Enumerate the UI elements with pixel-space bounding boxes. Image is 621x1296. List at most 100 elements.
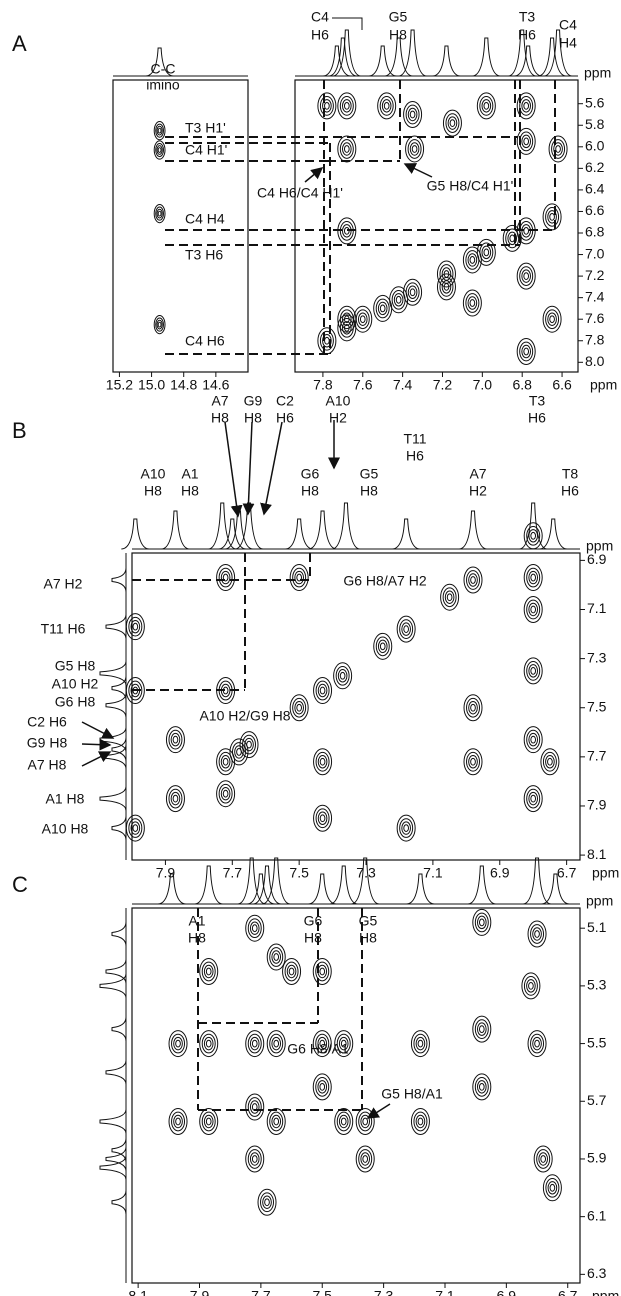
contour-ring <box>519 131 534 152</box>
contour-ring <box>168 1107 188 1135</box>
contour-ring <box>445 113 460 133</box>
x-tick-label: 7.9 <box>156 865 176 881</box>
cross-peak <box>312 957 332 985</box>
peak-label: C4 <box>311 9 329 25</box>
contour-ring <box>317 683 328 698</box>
cross-peak <box>245 914 265 942</box>
contour-ring <box>551 139 566 159</box>
cross-peak <box>355 1145 375 1173</box>
contour-ring <box>523 101 530 110</box>
contour-ring <box>507 231 518 246</box>
contour-ring <box>545 309 560 330</box>
cross-peak <box>289 564 309 592</box>
contour-ring <box>360 1152 371 1166</box>
cross-peak <box>410 1107 430 1135</box>
contour-ring <box>362 1117 369 1126</box>
imino-title: C-C <box>151 61 176 77</box>
contour-ring <box>415 1114 426 1129</box>
contour-ring <box>262 1195 272 1209</box>
cross-peak <box>153 140 166 160</box>
contour-ring <box>242 734 256 755</box>
peak-label: H6 <box>276 410 294 426</box>
annotation: A10 H2/G9 H8 <box>199 708 290 724</box>
contour-ring <box>234 745 244 759</box>
peak-label: T3 <box>529 393 546 409</box>
contour-ring <box>521 99 532 113</box>
contours <box>125 522 560 842</box>
contour-ring <box>220 786 231 801</box>
x-tick-label: 7.6 <box>353 377 373 393</box>
contour-ring <box>549 212 555 221</box>
contours <box>153 92 568 366</box>
contour-ring <box>443 282 450 291</box>
contour-ring <box>409 288 416 297</box>
contour-ring <box>528 664 539 678</box>
contour-ring <box>436 260 456 288</box>
x-tick-label: 6.7 <box>557 865 577 881</box>
spectrum-peak <box>514 45 543 77</box>
contour-ring <box>523 272 530 280</box>
peak-label: H4 <box>559 35 577 51</box>
y-tick-label: 5.9 <box>587 1150 607 1166</box>
contour-ring <box>403 278 423 306</box>
peak-label: T8 <box>562 466 579 482</box>
contour-ring <box>271 1114 282 1129</box>
cross-peak <box>542 305 562 333</box>
contour-ring <box>553 142 563 156</box>
peak-label: H6 <box>406 448 424 464</box>
contour-ring <box>547 757 553 766</box>
y-tick-label: 7.2 <box>585 267 605 283</box>
cross-peak <box>373 294 393 322</box>
spectrum-peak <box>331 502 361 550</box>
contour-ring <box>521 972 541 1000</box>
cross-peak <box>165 785 185 813</box>
peak-label: A10 <box>141 466 166 482</box>
contour-ring <box>292 567 307 588</box>
contour-ring <box>405 104 420 125</box>
x-unit: ppm <box>590 377 617 393</box>
y-tick-label: 7.8 <box>585 331 605 347</box>
spectrum-peak <box>541 873 570 905</box>
contour-ring <box>399 818 414 838</box>
contour-ring <box>523 595 543 623</box>
cross-peak <box>542 203 562 231</box>
peak-label: H8 <box>244 410 262 426</box>
cross-peak <box>377 92 397 120</box>
contour-ring <box>417 1117 424 1126</box>
panel-label: B <box>12 418 27 443</box>
contour-ring <box>199 957 219 985</box>
contour-ring <box>516 127 536 155</box>
contour-ring <box>463 694 483 722</box>
contour-ring <box>247 1149 262 1169</box>
contour-ring <box>289 694 309 722</box>
contour-ring <box>442 109 462 137</box>
cross-peak <box>153 314 166 335</box>
contour-ring <box>315 680 330 701</box>
cross-peak <box>476 92 496 120</box>
contour-ring <box>530 531 537 540</box>
cross-peak <box>337 305 357 333</box>
contour-ring <box>157 210 162 217</box>
side-spectrum-peak <box>99 1155 127 1180</box>
y-tick-label: 6.8 <box>585 224 605 240</box>
contour-ring <box>312 1073 332 1101</box>
contour-ring <box>324 336 330 345</box>
contour-ring <box>549 1183 556 1192</box>
contour-ring <box>317 811 328 825</box>
peak-label: H8 <box>181 483 199 499</box>
contour-ring <box>315 961 330 982</box>
contour-ring <box>530 735 537 744</box>
cross-peak <box>216 780 236 808</box>
y-tick-label: 6.9 <box>587 551 607 567</box>
contour-ring <box>411 145 418 153</box>
guide-lines <box>165 80 556 355</box>
x-tick-label: 6.6 <box>552 377 572 393</box>
contour-ring <box>175 1117 181 1126</box>
contour-ring <box>478 1025 485 1034</box>
peak-label: A1 <box>188 913 205 929</box>
cross-peak <box>266 943 286 971</box>
spectrum-peak <box>406 873 435 905</box>
contour-ring <box>334 1030 354 1058</box>
contour-ring <box>168 788 183 809</box>
